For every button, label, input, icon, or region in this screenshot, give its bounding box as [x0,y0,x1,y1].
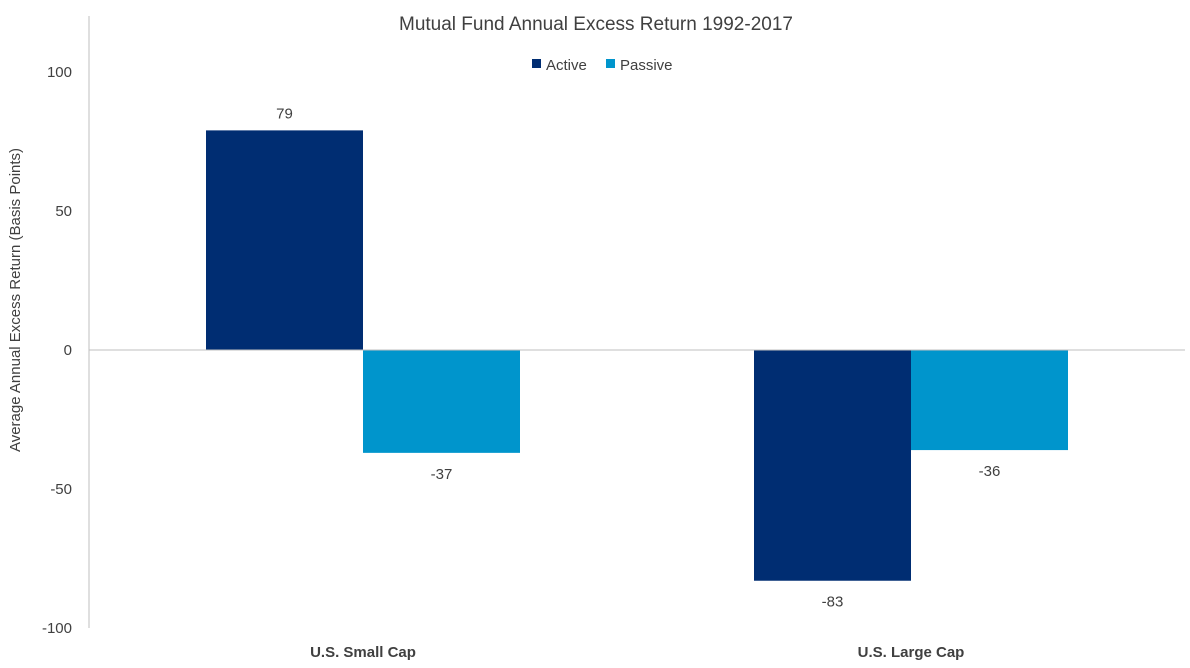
bars [206,130,1068,581]
y-tick-label: -50 [50,481,72,498]
data-label: -36 [979,463,1001,480]
y-axis-ticks: 100 50 0 -50 -100 [42,64,72,637]
bar-active-1 [206,130,363,350]
y-tick-label: -100 [42,620,72,637]
category-labels: U.S. Small Cap U.S. Large Cap [310,644,964,661]
legend-swatch-active [532,59,541,68]
data-label: -37 [431,466,453,483]
legend-label-active: Active [546,57,587,74]
data-label: -83 [822,594,844,611]
y-tick-label: 50 [55,203,72,220]
legend-label-passive: Passive [620,57,673,74]
category-label: U.S. Large Cap [858,644,965,661]
legend-swatch-passive [606,59,615,68]
y-axis-label: Average Annual Excess Return (Basis Poin… [7,148,24,452]
data-labels: 79 -37 -83 -36 [276,105,1000,610]
bar-passive-2 [911,350,1068,451]
data-label: 79 [276,105,293,122]
y-tick-label: 100 [47,64,72,81]
chart-title: Mutual Fund Annual Excess Return 1992-20… [399,14,793,35]
bar-active-2 [754,350,911,581]
legend: Active Passive [532,57,673,74]
category-label: U.S. Small Cap [310,644,416,661]
bar-passive-1 [363,350,520,453]
y-tick-label: 0 [64,342,72,359]
